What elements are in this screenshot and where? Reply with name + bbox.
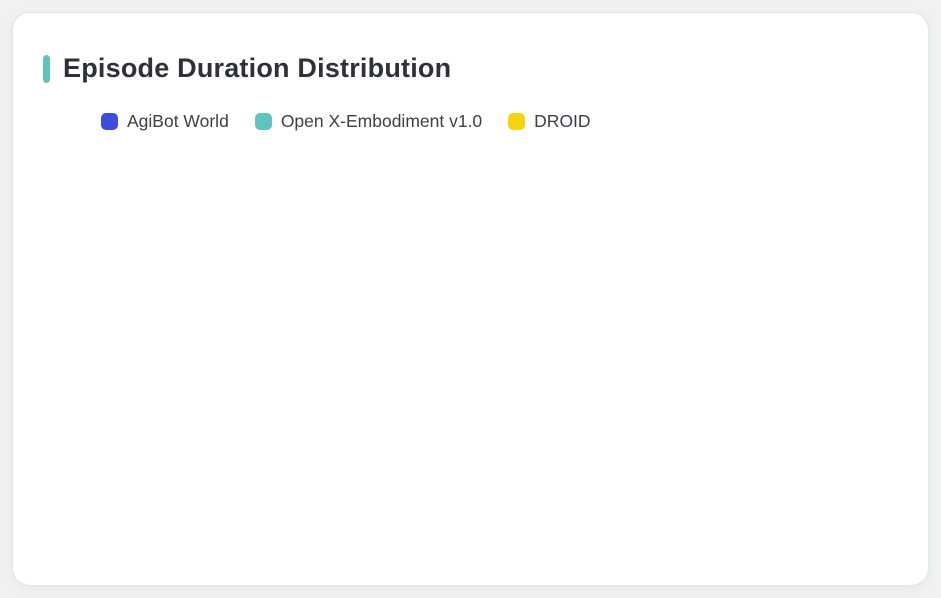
legend-label-droid: DROID bbox=[534, 111, 591, 131]
legend-swatch-droid bbox=[508, 113, 526, 130]
legend-item-agibot-world[interactable]: AgiBot World bbox=[101, 111, 229, 132]
legend-label-agibot-world: AgiBot World bbox=[127, 111, 229, 131]
chart-legend: AgiBot World Open X-Embodiment v1.0 DROI… bbox=[101, 111, 591, 132]
legend-item-open-x-embodiment[interactable]: Open X-Embodiment v1.0 bbox=[254, 111, 483, 132]
chart-card bbox=[12, 12, 929, 586]
legend-label-open-x-embodiment: Open X-Embodiment v1.0 bbox=[280, 111, 483, 131]
title-row: Episode Duration Distribution bbox=[43, 53, 451, 84]
title-accent-bar bbox=[43, 54, 50, 83]
legend-swatch-agibot-world bbox=[101, 113, 118, 130]
page-title: Episode Duration Distribution bbox=[63, 53, 452, 83]
legend-item-droid[interactable]: DROID bbox=[508, 111, 591, 132]
legend-swatch-open-x-embodiment bbox=[254, 113, 272, 130]
